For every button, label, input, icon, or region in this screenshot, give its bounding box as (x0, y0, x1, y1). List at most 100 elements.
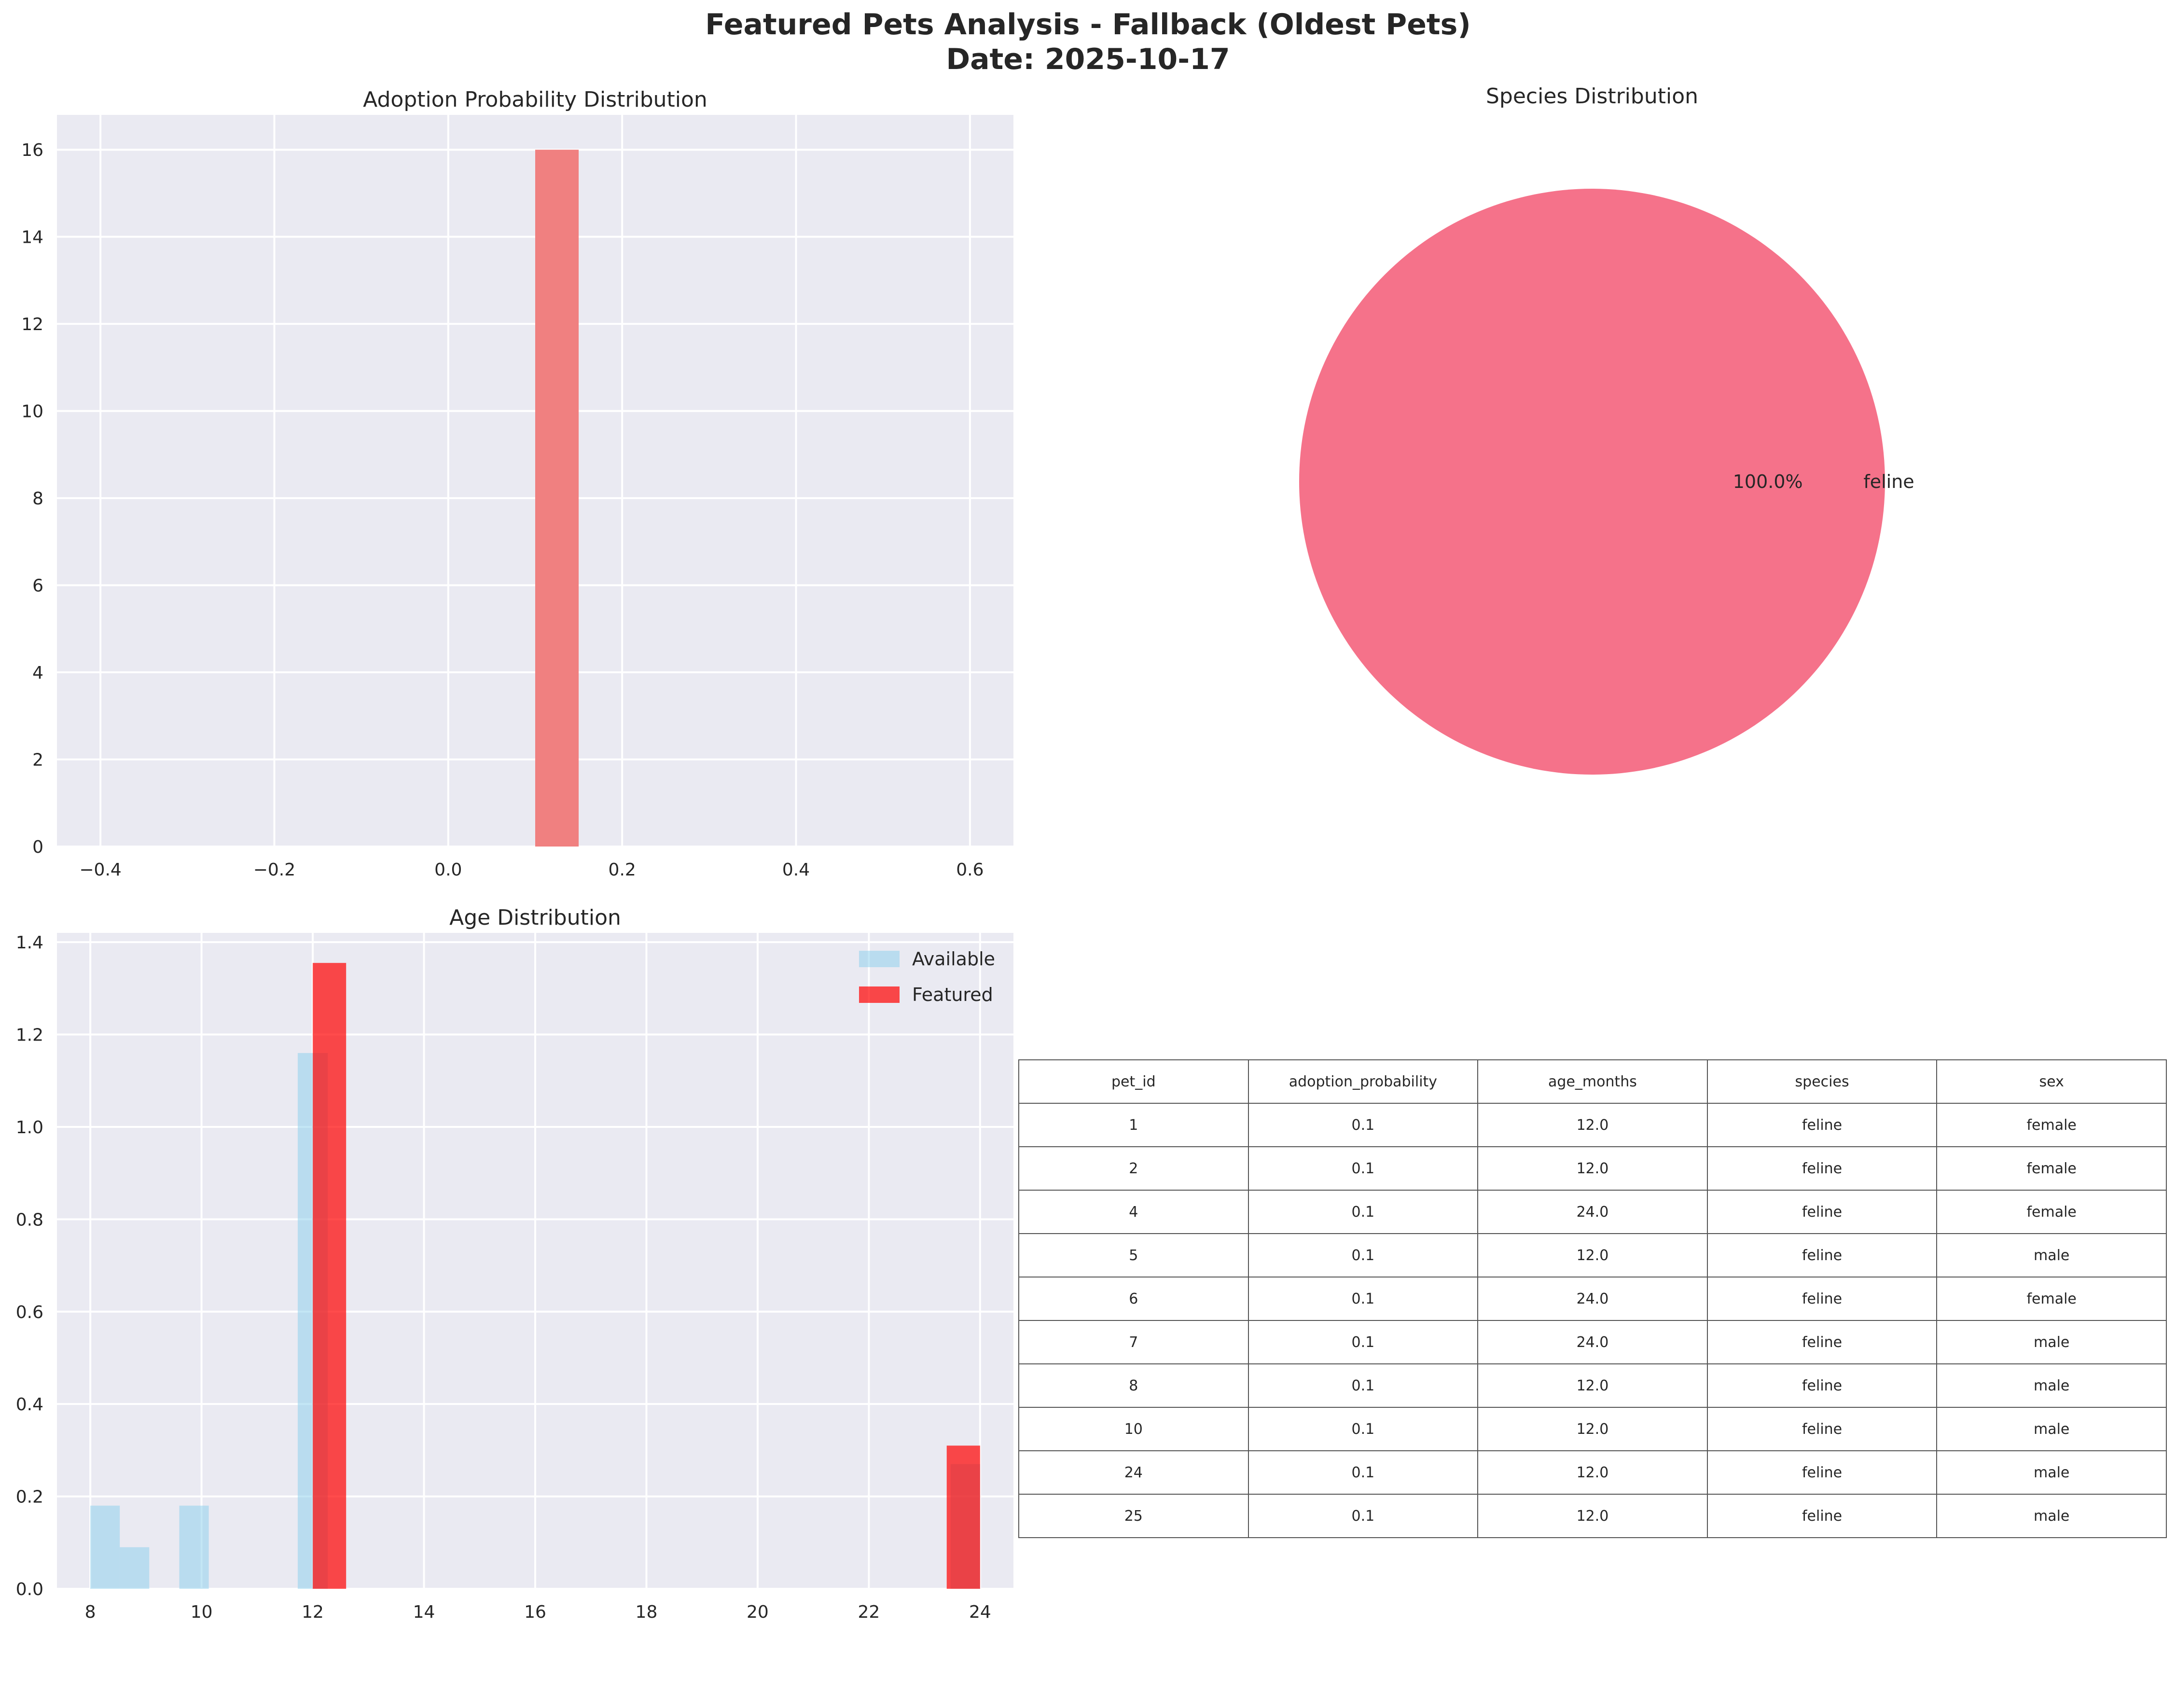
pie-percent-label: 100.0% (1733, 471, 1803, 492)
legend-label: Featured (912, 984, 993, 1005)
table-cell: 12.0 (1477, 1233, 1708, 1278)
legend-label: Available (912, 948, 995, 970)
figure-title: Featured Pets Analysis - Fallback (Oldes… (705, 8, 1471, 42)
table-cell: feline (1706, 1320, 1938, 1364)
table-cell: 0.1 (1247, 1320, 1479, 1364)
table-cell: male (1936, 1407, 2167, 1451)
table-header-cell: age_months (1477, 1059, 1708, 1104)
table-cell: male (1936, 1450, 2167, 1495)
table-cell: 5 (1018, 1233, 1249, 1278)
age-chart-y-tick-label: 0.0 (16, 1580, 43, 1599)
table-body: 1 0.1 12.0 feline female 2 0.1 12.0 feline female… (1018, 1103, 2167, 1538)
table-cell: 0.1 (1247, 1233, 1479, 1278)
table-cell: feline (1706, 1494, 1938, 1538)
adoption-chart-x-tick-label: 0.4 (782, 860, 810, 880)
table-cell: female (1936, 1277, 2167, 1321)
adoption-probability-bar (535, 150, 579, 847)
table-cell: 4 (1018, 1190, 1249, 1234)
age-chart-x-tick-label: 12 (302, 1602, 324, 1622)
table-cell: 8 (1018, 1363, 1249, 1408)
age-chart-y-tick-label: 0.4 (16, 1395, 43, 1415)
table-cell: female (1936, 1103, 2167, 1147)
table-cell: 12.0 (1477, 1494, 1708, 1538)
pie-label: feline (1863, 471, 1914, 492)
table-cell: female (1936, 1146, 2167, 1191)
table-header-cell: adoption_probability (1247, 1059, 1479, 1104)
table-cell: 24.0 (1477, 1190, 1708, 1234)
adoption-chart-y-tick-label: 2 (32, 750, 43, 770)
table-cell: 12.0 (1477, 1363, 1708, 1408)
table-cell: 25 (1018, 1494, 1249, 1538)
legend-swatch (859, 986, 900, 1003)
age-available-bar (90, 1505, 120, 1589)
age-chart-x-tick-label: 8 (85, 1602, 96, 1622)
table-header-cell: species (1706, 1059, 1938, 1104)
table-cell: 0.1 (1247, 1190, 1479, 1234)
table-cell: 6 (1018, 1277, 1249, 1321)
table-row: 7 0.1 24.0 feline male (1018, 1320, 2167, 1364)
table-cell: 12.0 (1477, 1407, 1708, 1451)
age-chart-title: Age Distribution (449, 905, 621, 930)
age-chart-x-tick-label: 22 (858, 1602, 880, 1622)
table-cell: feline (1706, 1277, 1938, 1321)
table-cell: feline (1706, 1103, 1938, 1147)
age-available-bar (120, 1547, 150, 1589)
legend-swatch (859, 951, 900, 967)
table-header-row: pet_id adoption_probability age_months spec… (1018, 1059, 2167, 1104)
table-cell: feline (1706, 1190, 1938, 1234)
age-chart-x-tick-label: 20 (747, 1602, 769, 1622)
table-cell: 24.0 (1477, 1320, 1708, 1364)
age-chart-x-tick-label: 10 (191, 1602, 213, 1622)
table-row: 8 0.1 12.0 feline male (1018, 1363, 2167, 1408)
table-cell: 2 (1018, 1146, 1249, 1191)
table-header-cell: sex (1936, 1059, 2167, 1104)
figure-subtitle: Date: 2025-10-17 (946, 42, 1230, 76)
table-cell: 0.1 (1247, 1450, 1479, 1495)
table-cell: feline (1706, 1450, 1938, 1495)
table-row: 24 0.1 12.0 feline male (1018, 1450, 2167, 1495)
age-chart-y-tick-label: 0.8 (16, 1210, 43, 1230)
adoption-chart-y-tick-label: 10 (21, 402, 43, 422)
age-chart-y-tick-label: 0.6 (16, 1303, 43, 1322)
adoption-chart-y-tick-label: 4 (32, 663, 43, 683)
age-chart-y-tick-label: 0.2 (16, 1487, 43, 1507)
adoption-chart-y-tick-label: 16 (21, 140, 43, 160)
table-cell: 10 (1018, 1407, 1249, 1451)
age-chart-x-tick-label: 14 (413, 1602, 435, 1622)
adoption-chart-x-tick-label: 0.0 (434, 860, 462, 880)
table-cell: female (1936, 1190, 2167, 1234)
table-row: 5 0.1 12.0 feline male (1018, 1233, 2167, 1278)
table-row: 2 0.1 12.0 feline female (1018, 1146, 2167, 1191)
table-row: 6 0.1 24.0 feline female (1018, 1277, 2167, 1321)
table-row: 10 0.1 12.0 feline male (1018, 1407, 2167, 1451)
age-featured-bar (313, 963, 346, 1589)
table-cell: 12.0 (1477, 1450, 1708, 1495)
table-cell: feline (1706, 1407, 1938, 1451)
table-cell: 12.0 (1477, 1146, 1708, 1191)
adoption-chart-x-tick-label: −0.2 (253, 860, 295, 880)
table-row: 4 0.1 24.0 feline female (1018, 1190, 2167, 1234)
age-featured-bar (946, 1445, 980, 1589)
table-cell: 12.0 (1477, 1103, 1708, 1147)
table-cell: male (1936, 1363, 2167, 1408)
age-available-bar (179, 1505, 209, 1589)
table-row: 25 0.1 12.0 feline male (1018, 1494, 2167, 1538)
adoption-chart-y-tick-label: 8 (32, 489, 43, 509)
age-chart-y-tick-label: 1.4 (16, 933, 43, 953)
table-cell: 24 (1018, 1450, 1249, 1495)
age-chart-y-tick-label: 1.0 (16, 1118, 43, 1138)
table-cell: 0.1 (1247, 1407, 1479, 1451)
adoption-chart-x-tick-label: −0.4 (79, 860, 121, 880)
adoption-chart-y-tick-label: 6 (32, 576, 43, 596)
adoption-chart-y-tick-label: 14 (21, 228, 43, 248)
table-cell: 0.1 (1247, 1277, 1479, 1321)
table-cell: feline (1706, 1146, 1938, 1191)
table-cell: 0.1 (1247, 1494, 1479, 1538)
adoption-chart-y-tick-label: 0 (32, 837, 43, 857)
table-cell: 7 (1018, 1320, 1249, 1364)
adoption-chart-title: Adoption Probability Distribution (363, 87, 707, 112)
pie-slice (1299, 189, 1885, 775)
species-chart-title: Species Distribution (1486, 84, 1698, 109)
age-chart-y-tick-label: 1.2 (16, 1026, 43, 1045)
